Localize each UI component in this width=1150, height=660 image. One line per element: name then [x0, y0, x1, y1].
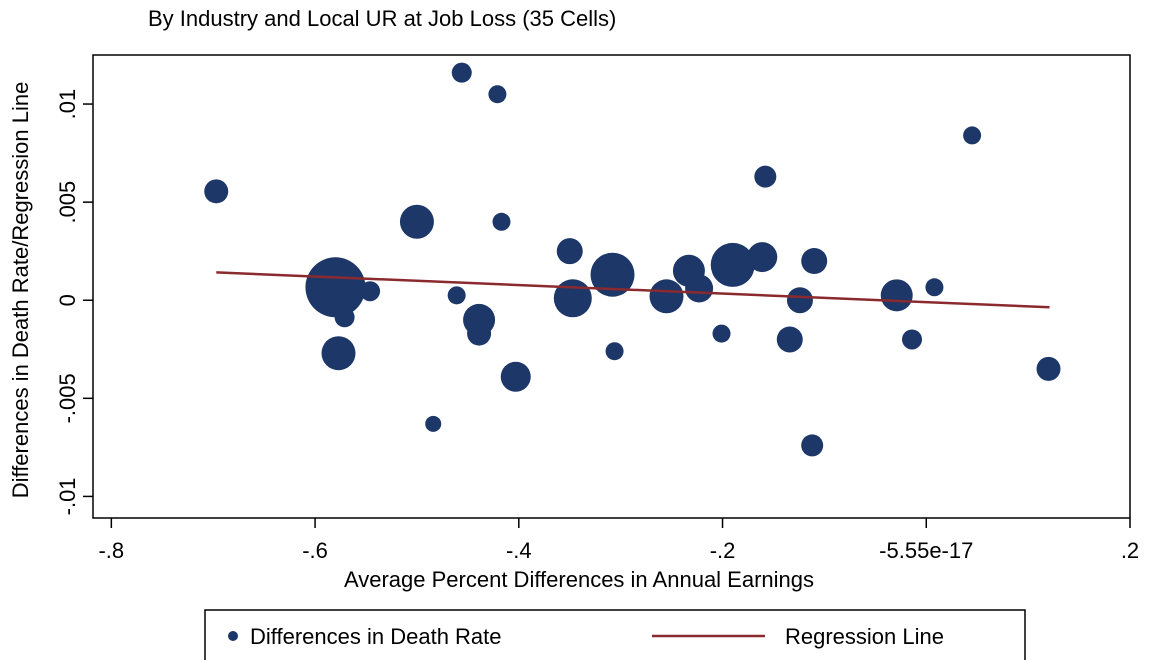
bubble	[204, 179, 229, 204]
bubble	[467, 321, 492, 346]
y-axis-label: Differences in Death Rate/Regression Lin…	[8, 82, 33, 499]
bubble	[712, 324, 731, 343]
bubble	[447, 286, 466, 305]
bubble	[360, 281, 381, 302]
bubble	[492, 212, 511, 231]
bubble	[963, 126, 982, 145]
bubble	[334, 307, 355, 328]
bubble	[801, 247, 828, 274]
bubble	[425, 415, 442, 432]
plot-frame	[92, 54, 1131, 519]
bubble	[747, 242, 778, 273]
y-tick-label: -.01	[55, 477, 80, 515]
y-tick-label: .01	[55, 89, 80, 120]
x-tick-label: -.4	[506, 538, 532, 563]
legend-marker	[228, 631, 238, 641]
x-tick-label: -.6	[302, 538, 328, 563]
bubble	[1036, 356, 1061, 381]
legend-label: Differences in Death Rate	[250, 624, 502, 649]
x-tick-label: -.8	[98, 538, 124, 563]
x-axis-label: Average Percent Differences in Annual Ea…	[344, 567, 814, 592]
bubble	[556, 238, 583, 265]
chart-title: By Industry and Local UR at Job Loss (35…	[148, 6, 616, 31]
y-tick-label: -.005	[55, 373, 80, 423]
y-tick-label: 0	[55, 294, 80, 306]
bubble	[321, 336, 356, 371]
x-tick-label: -.2	[710, 538, 736, 563]
bubble	[649, 279, 684, 314]
legend-box	[204, 609, 1026, 660]
bubble	[925, 278, 944, 297]
bubble	[880, 279, 913, 312]
bubble	[451, 62, 472, 83]
bubble	[399, 204, 434, 239]
bubble	[710, 242, 755, 287]
regression-line	[216, 271, 1050, 309]
bubble	[685, 274, 714, 303]
y-tick-label: .005	[55, 181, 80, 224]
bubble	[786, 287, 813, 314]
bubble	[553, 279, 592, 318]
x-tick-label: .2	[1121, 538, 1139, 563]
bubble	[605, 342, 624, 361]
bubble	[305, 257, 366, 318]
legend-label: Regression Line	[785, 624, 944, 649]
bubble	[801, 434, 824, 457]
bubble	[590, 252, 635, 297]
bubble	[488, 85, 507, 104]
bubble	[754, 165, 777, 188]
bubble	[902, 329, 923, 350]
bubble	[776, 326, 803, 353]
bubble	[500, 361, 531, 392]
x-tick-label: -5.55e-17	[879, 538, 973, 563]
